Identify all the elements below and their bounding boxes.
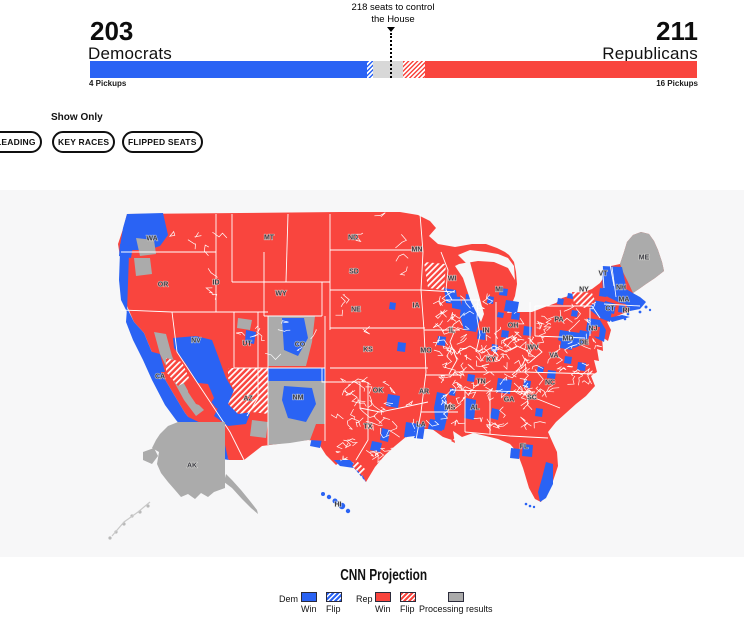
svg-text:MI: MI [495, 287, 503, 294]
svg-text:UT: UT [242, 341, 252, 348]
svg-text:NY: NY [579, 287, 589, 294]
svg-text:WV: WV [527, 345, 539, 352]
svg-text:MD: MD [563, 336, 574, 343]
svg-text:IN: IN [483, 328, 490, 335]
svg-text:CT: CT [605, 306, 615, 313]
svg-text:AZ: AZ [243, 396, 253, 403]
svg-text:HI: HI [335, 502, 342, 509]
svg-text:FL: FL [520, 444, 529, 451]
svg-text:AK: AK [187, 463, 197, 470]
svg-text:PA: PA [554, 317, 563, 324]
svg-text:OR: OR [158, 282, 169, 289]
svg-text:MA: MA [619, 297, 630, 304]
svg-text:TN: TN [476, 379, 485, 386]
svg-text:NC: NC [545, 380, 555, 387]
svg-text:RI: RI [623, 308, 630, 315]
svg-text:WY: WY [275, 291, 287, 298]
svg-text:AR: AR [419, 389, 429, 396]
svg-text:NH: NH [616, 285, 626, 292]
svg-text:ME: ME [639, 255, 650, 262]
svg-text:IL: IL [449, 328, 456, 335]
svg-text:AL: AL [470, 405, 480, 412]
svg-text:OH: OH [508, 323, 519, 330]
svg-text:NE: NE [351, 307, 361, 314]
svg-text:VT: VT [599, 271, 609, 278]
svg-text:NM: NM [293, 395, 304, 402]
svg-text:KS: KS [363, 347, 373, 354]
svg-text:NJ: NJ [589, 326, 598, 333]
svg-text:OK: OK [373, 388, 384, 395]
svg-text:MS: MS [445, 405, 456, 412]
svg-text:MO: MO [420, 348, 432, 355]
svg-text:CA: CA [155, 374, 165, 381]
svg-text:ND: ND [348, 235, 358, 242]
svg-text:MN: MN [412, 247, 423, 254]
svg-text:LA: LA [416, 422, 425, 429]
svg-text:MT: MT [264, 235, 275, 242]
svg-text:KY: KY [486, 357, 496, 364]
svg-text:NV: NV [191, 338, 201, 345]
svg-text:CO: CO [295, 342, 306, 349]
svg-text:WA: WA [146, 236, 157, 243]
svg-text:VA: VA [549, 353, 558, 360]
svg-text:TX: TX [364, 424, 373, 431]
svg-text:IA: IA [413, 303, 420, 310]
svg-text:ID: ID [213, 280, 220, 287]
svg-text:DE: DE [579, 340, 589, 347]
svg-text:WI: WI [448, 276, 457, 283]
svg-text:SD: SD [349, 269, 359, 276]
svg-text:SC: SC [527, 395, 537, 402]
svg-text:GA: GA [504, 397, 515, 404]
